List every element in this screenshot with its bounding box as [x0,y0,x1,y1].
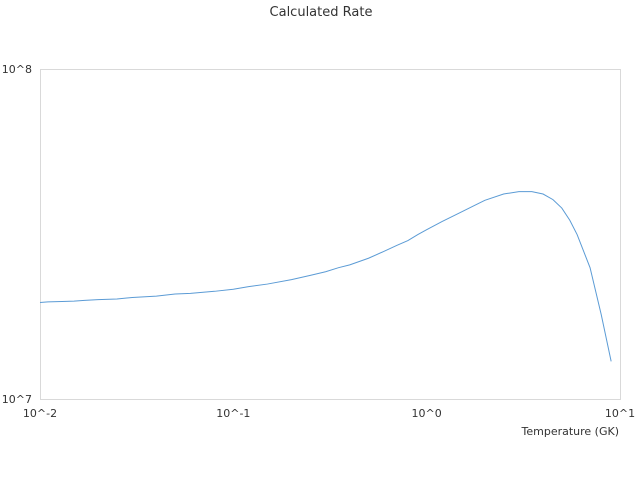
x-tick-label-3: 10^1 [605,407,635,420]
y-tick-label-0: 10^7 [2,393,32,406]
x-tick-label-1: 10^-1 [216,407,250,420]
x-tick-label-2: 10^0 [412,407,442,420]
series-layer [39,191,612,362]
series-line-0 [39,191,612,362]
y-axis-ticks: 10^7 10^8 [2,63,32,406]
x-tick-label-0: 10^-2 [23,407,57,420]
x-axis-ticks: 10^-2 10^-1 10^0 10^1 [23,407,635,420]
plot-area-border [40,69,621,400]
chart-title: Calculated Rate [270,5,373,20]
y-tick-label-1: 10^8 [2,63,32,76]
x-axis-label: Temperature (GK) [521,425,620,438]
